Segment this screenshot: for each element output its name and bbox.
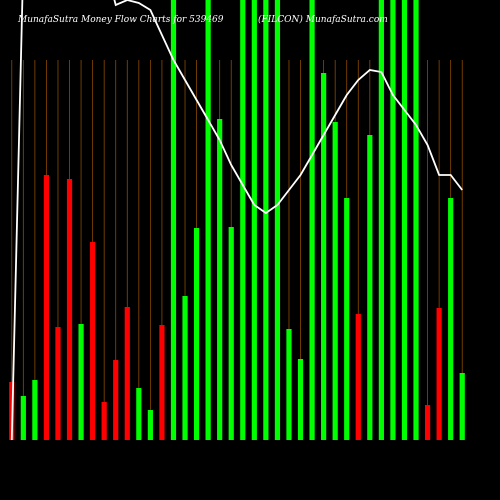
bar xyxy=(55,327,61,440)
bar xyxy=(251,0,257,440)
bar xyxy=(459,373,465,440)
bar xyxy=(332,122,338,440)
bar xyxy=(113,360,119,440)
bar xyxy=(66,179,73,440)
bar xyxy=(448,198,454,440)
bars xyxy=(9,0,465,440)
bar xyxy=(32,380,38,440)
bar xyxy=(286,329,292,440)
bar xyxy=(344,198,350,440)
bar xyxy=(193,228,200,440)
bar xyxy=(367,135,373,440)
bar xyxy=(263,0,269,440)
bar xyxy=(390,0,396,440)
bar xyxy=(436,308,442,440)
bar xyxy=(20,396,26,440)
bar xyxy=(274,0,281,440)
bar xyxy=(309,0,315,440)
bar xyxy=(78,324,84,440)
bar xyxy=(321,73,327,440)
bar xyxy=(355,314,361,440)
bar xyxy=(182,296,188,440)
bar xyxy=(401,0,408,440)
bar xyxy=(217,119,223,440)
bar xyxy=(124,307,130,440)
money-flow-line xyxy=(10,0,463,440)
bar xyxy=(136,388,142,440)
bar xyxy=(205,0,211,440)
bar xyxy=(170,0,177,440)
chart-subtitle: (FILCON) MunafaSutra.com xyxy=(258,14,388,25)
bar xyxy=(413,0,419,440)
bar xyxy=(240,0,246,440)
bar xyxy=(297,359,304,440)
chart-title: MunafaSutra Money Flow Charts for 539469 xyxy=(17,15,224,25)
bar xyxy=(90,242,96,440)
line-layer xyxy=(10,0,463,440)
bar xyxy=(43,175,50,440)
bar xyxy=(228,227,234,440)
bar xyxy=(101,402,107,440)
bar xyxy=(147,410,153,440)
bar xyxy=(159,325,165,440)
bar xyxy=(378,0,384,440)
bar xyxy=(424,405,431,440)
